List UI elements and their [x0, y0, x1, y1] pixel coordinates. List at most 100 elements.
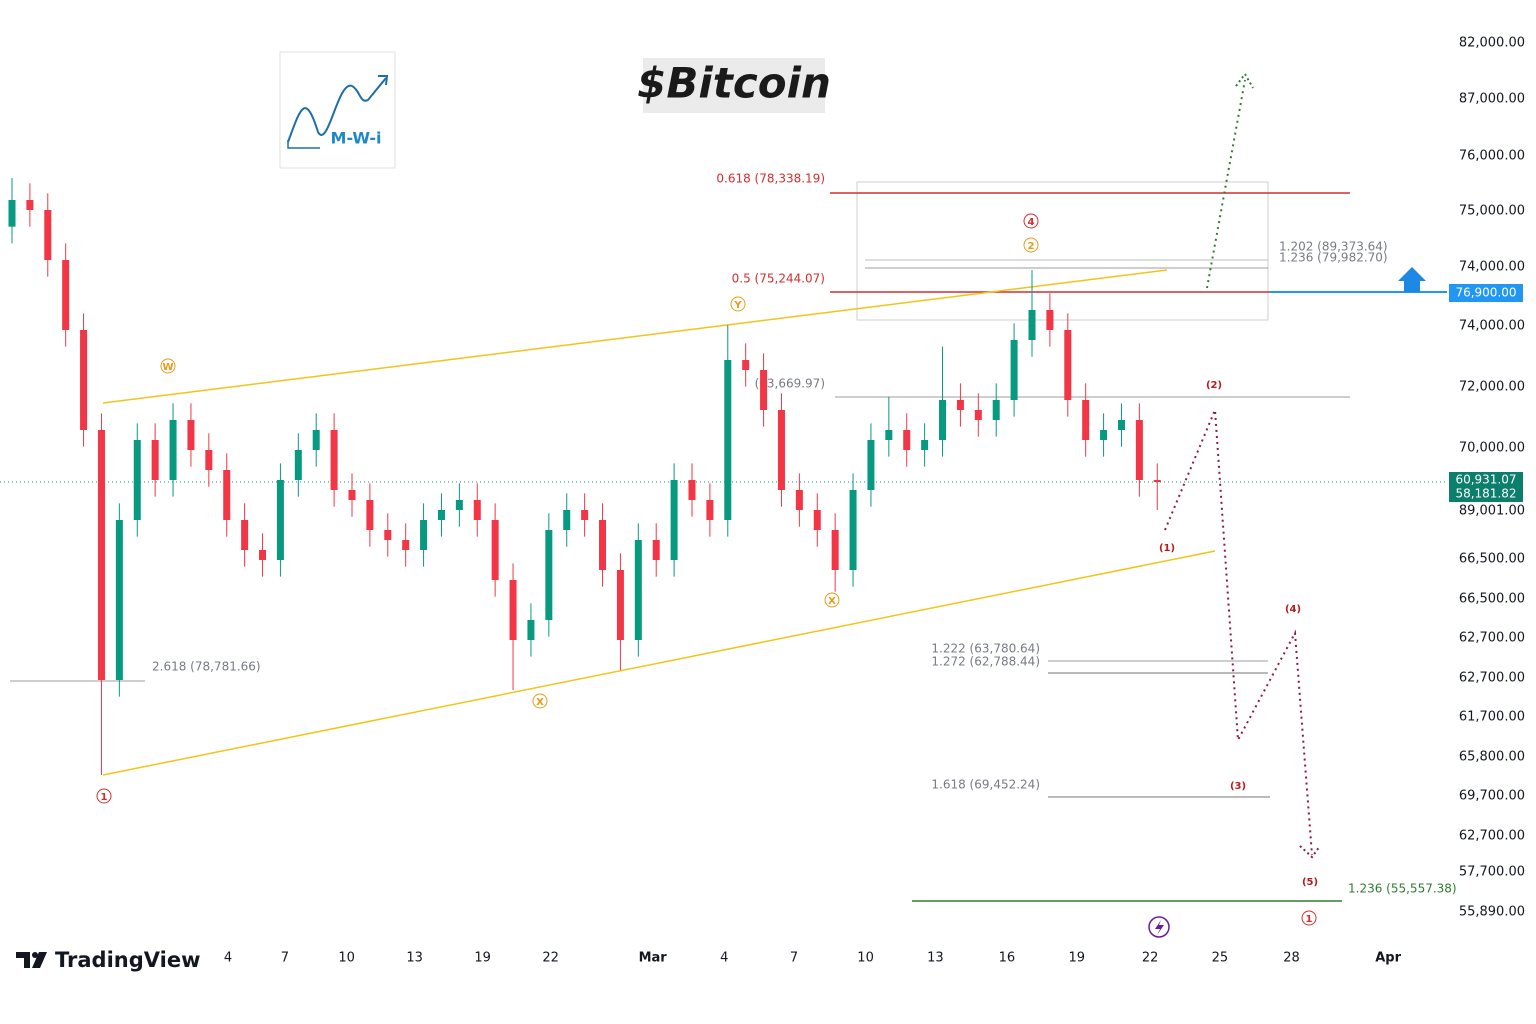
- fib-box: [856, 181, 1269, 321]
- x-tick-label: 7: [790, 951, 798, 966]
- wave-label: 1: [1306, 914, 1313, 925]
- candle-body: [688, 480, 696, 500]
- channel-line: [102, 550, 1216, 776]
- wave-circle: [96, 788, 112, 804]
- candle-body: [1064, 330, 1072, 400]
- y-tick-label: 57,700.00: [1459, 865, 1525, 880]
- candle-body: [652, 540, 660, 560]
- x-tick-label: 19: [1068, 951, 1085, 966]
- candle-body: [1135, 420, 1143, 480]
- x-tick-label: 13: [406, 951, 423, 966]
- wave-label: 2: [1028, 241, 1035, 252]
- candle-body: [777, 410, 785, 490]
- marker-badge: [1449, 284, 1523, 302]
- x-tick-label: 10: [857, 951, 874, 966]
- logo-arrow: [378, 75, 389, 86]
- wave-label: (4): [1285, 604, 1301, 615]
- x-tick-label: 28: [1283, 951, 1300, 966]
- wave-circle: [730, 296, 746, 312]
- candle-body: [44, 210, 52, 260]
- candle-body: [241, 520, 249, 550]
- wave-circle: [1023, 237, 1039, 253]
- wave-label: (1): [1159, 543, 1175, 554]
- candle-body: [813, 510, 821, 530]
- projection-arrow: [1299, 845, 1321, 859]
- y-tick-label: 82,000.00: [1459, 36, 1525, 51]
- wave-circle: [532, 693, 548, 709]
- candle-body: [974, 410, 982, 420]
- candle-body: [581, 510, 589, 520]
- x-tick-label: 16: [999, 951, 1016, 966]
- x-tick-label: 10: [338, 951, 355, 966]
- candle-body: [1010, 340, 1018, 400]
- wave-label: X: [828, 596, 836, 607]
- level-label: 0.5 (75,244.07): [732, 272, 825, 286]
- alert-icon: [1148, 916, 1170, 938]
- x-tick-label: 22: [1142, 951, 1159, 966]
- logo-box: [279, 51, 396, 169]
- wave-label: X: [536, 697, 544, 708]
- candle-body: [491, 520, 499, 580]
- wave-label: (2): [1206, 380, 1222, 391]
- candle-body: [831, 530, 839, 570]
- candle-body: [169, 420, 177, 480]
- candle-body: [634, 540, 642, 640]
- y-tick-label: 74,000.00: [1459, 319, 1525, 334]
- channel-line: [102, 269, 1168, 404]
- y-tick-label: 87,000.00: [1459, 92, 1525, 107]
- up-arrow: [1398, 267, 1426, 292]
- level-label: 1.236 (55,557.38): [1348, 882, 1457, 896]
- x-tick-label: Apr: [1375, 951, 1401, 966]
- y-tick-label: 89,001.00: [1459, 504, 1525, 519]
- wave-circle: [824, 592, 840, 608]
- logo-axis: [287, 140, 320, 149]
- candle-body: [366, 500, 374, 530]
- wave-labels: W Y X X 2 4 1 1 (1) (2) (3) (4) (5): [96, 213, 1318, 926]
- x-tick-label: 22: [542, 951, 559, 966]
- candle-body: [133, 440, 141, 520]
- wave-circle: [1023, 213, 1039, 229]
- candle-body: [939, 400, 947, 440]
- candle-body: [724, 360, 732, 520]
- y-tick-label: 66,500.00: [1459, 592, 1525, 607]
- brand: TradingView: [55, 948, 200, 972]
- candle-body: [706, 500, 714, 520]
- brand-icon: [16, 952, 47, 968]
- candle-body: [1028, 310, 1036, 340]
- candle-body: [205, 450, 213, 470]
- candle-body: [903, 430, 911, 450]
- candle-body: [885, 430, 893, 440]
- last-price-label: 58,181.82: [1455, 487, 1516, 501]
- projection-up: [1206, 79, 1246, 289]
- y-tick-label: 69,700.00: [1459, 789, 1525, 804]
- wave-circle: [1301, 910, 1317, 926]
- candle-body: [921, 440, 929, 450]
- level-label: 0.618 (78,338.19): [716, 172, 825, 186]
- level-label: 1.236 (79,982.70): [1279, 251, 1388, 265]
- x-tick-label: 19: [474, 951, 491, 966]
- candle-body: [384, 530, 392, 540]
- candle-body: [760, 370, 768, 410]
- wave-label: W: [162, 362, 173, 373]
- candle-body: [330, 430, 338, 490]
- y-tick-label: 75,000.00: [1459, 204, 1525, 219]
- candle-body: [151, 440, 159, 480]
- last-price-badge: [1449, 472, 1523, 502]
- candle-body: [455, 500, 463, 510]
- candle-body: [1082, 400, 1090, 440]
- candle-body: [437, 510, 445, 520]
- candle-body: [1153, 480, 1161, 482]
- candle-body: [527, 620, 535, 640]
- candle-body: [849, 490, 857, 570]
- title: $Bitcoin: [637, 59, 831, 108]
- candle-body: [670, 480, 678, 560]
- x-tick-label: 7: [281, 951, 289, 966]
- candle-body: [1100, 430, 1108, 440]
- candle-body: [1117, 420, 1125, 430]
- candle-body: [956, 400, 964, 410]
- x-tick-label: 4: [224, 951, 232, 966]
- projection-arrow: [1235, 72, 1254, 89]
- title-bg: [643, 58, 825, 113]
- candle-body: [992, 400, 1000, 420]
